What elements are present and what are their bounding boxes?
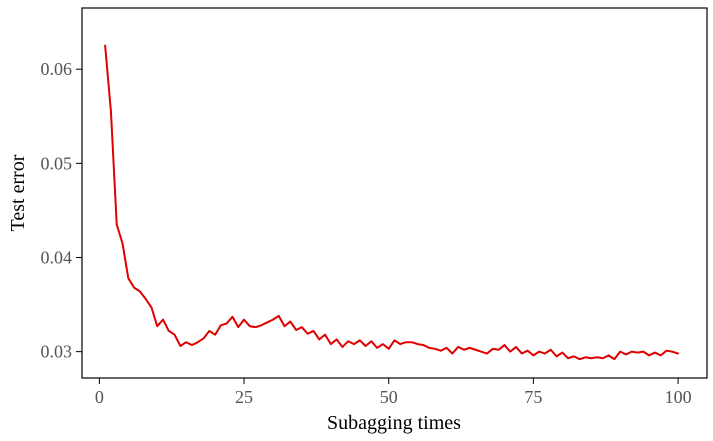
plot-frame [81, 7, 708, 379]
series-line-0 [104, 44, 680, 361]
y-axis-title: Test error [7, 154, 29, 231]
y-tick-label: 0.05 [41, 153, 73, 173]
x-axis: 0 25 50 75 100 [95, 378, 692, 407]
y-tick-label: 0.06 [41, 59, 73, 79]
x-tick-label: 100 [665, 387, 692, 407]
x-tick-label: 50 [380, 387, 398, 407]
y-axis: 0.03 0.04 0.05 0.06 [41, 59, 82, 362]
x-tick-label: 0 [95, 387, 104, 407]
x-tick-label: 25 [235, 387, 253, 407]
y-tick-label: 0.03 [41, 342, 73, 362]
x-axis-title: Subagging times [327, 412, 461, 434]
y-tick-label: 0.04 [41, 247, 73, 267]
series-layer [104, 44, 680, 361]
x-tick-label: 75 [524, 387, 542, 407]
